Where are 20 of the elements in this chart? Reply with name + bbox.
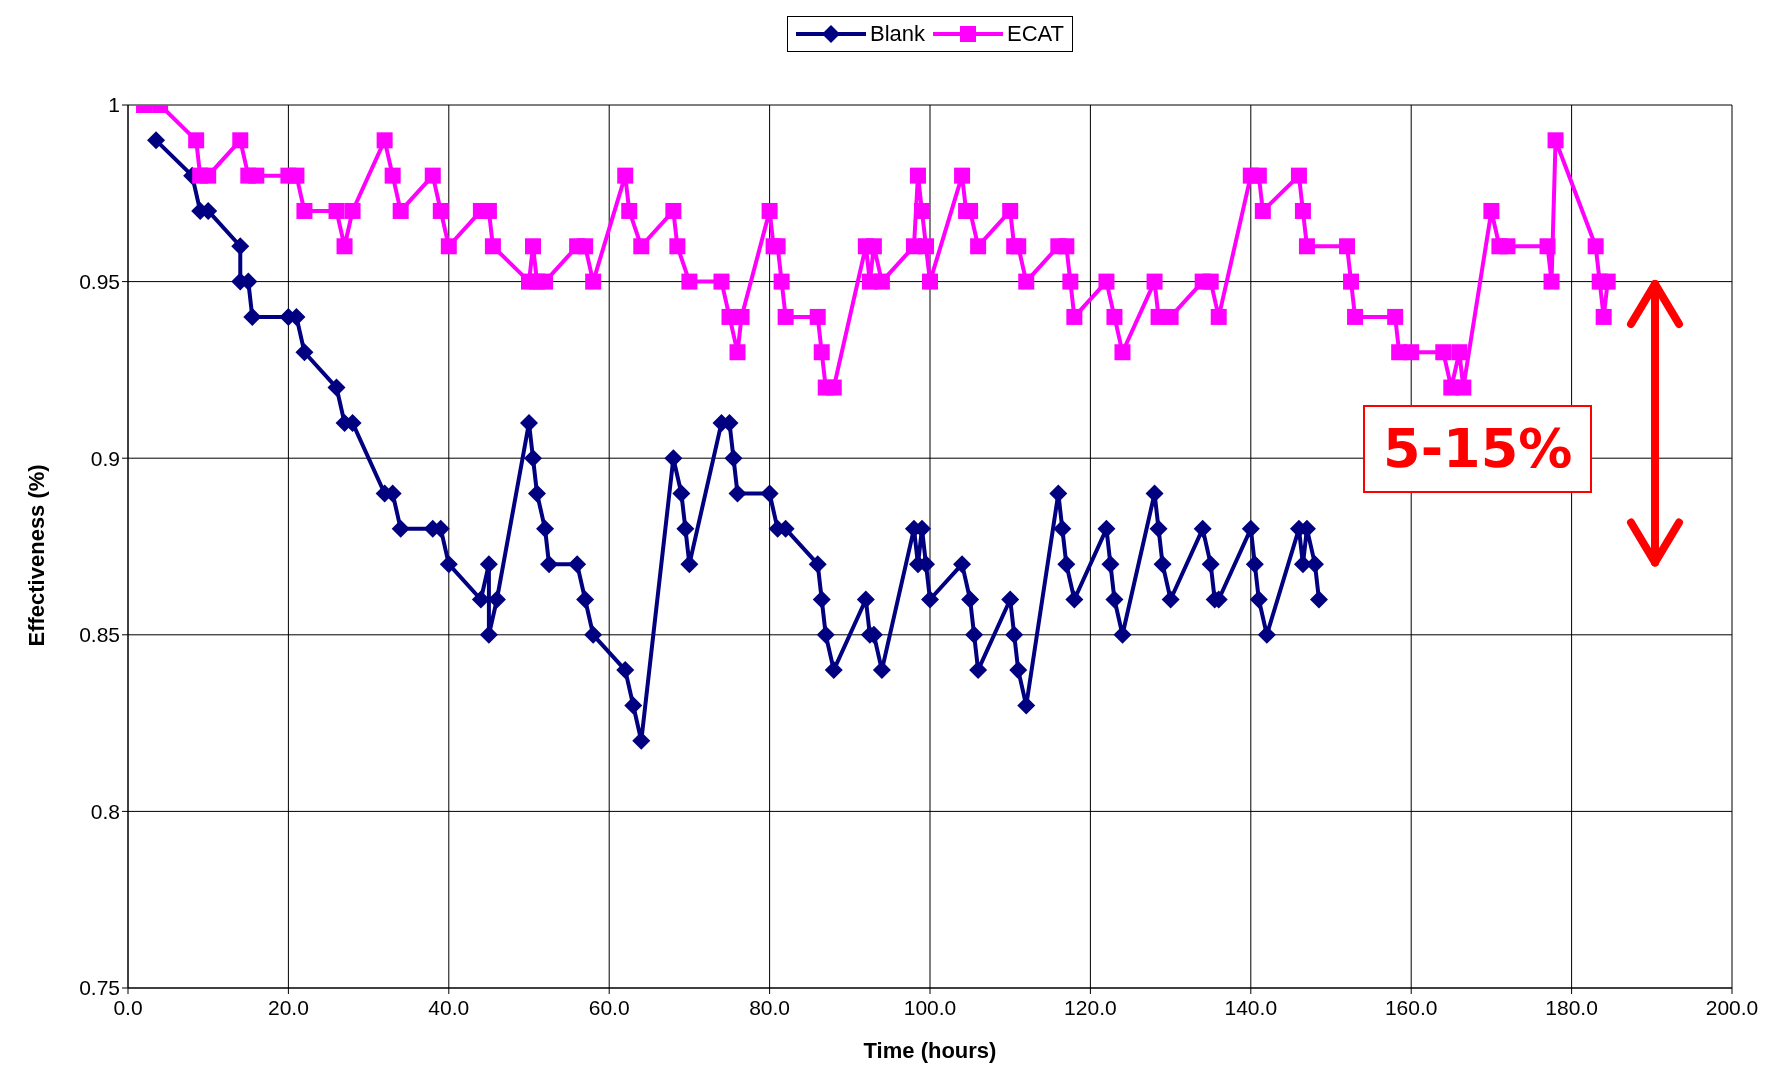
y-tick-label: 0.8 [90, 799, 120, 823]
x-tick-label: 20.0 [267, 995, 309, 1019]
legend-label: ECAT [1007, 21, 1065, 47]
y-tick-label: 0.95 [79, 270, 120, 294]
x-tick-label: 160.0 [1384, 995, 1438, 1019]
x-tick-label: 140.0 [1224, 995, 1278, 1019]
legend-label: Blank [869, 21, 925, 47]
x-axis-title: Time (hours) [863, 1038, 997, 1063]
x-tick-label: 200.0 [1705, 995, 1759, 1019]
y-tick-label: 0.85 [79, 623, 120, 647]
x-tick-label: 100.0 [903, 995, 957, 1019]
y-axis-title: Effectiveness (%) [23, 464, 49, 647]
x-tick-label: 180.0 [1545, 995, 1598, 1019]
annotation: 5-15% [1363, 405, 1593, 493]
x-tick-label: 40.0 [428, 995, 470, 1019]
x-tick-label: 120.0 [1064, 995, 1117, 1019]
x-tick-label: 80.0 [749, 995, 791, 1019]
y-tick-label: 1 [108, 93, 120, 117]
y-tick-label: 0.9 [90, 446, 120, 470]
x-tick-label: 60.0 [588, 995, 630, 1019]
